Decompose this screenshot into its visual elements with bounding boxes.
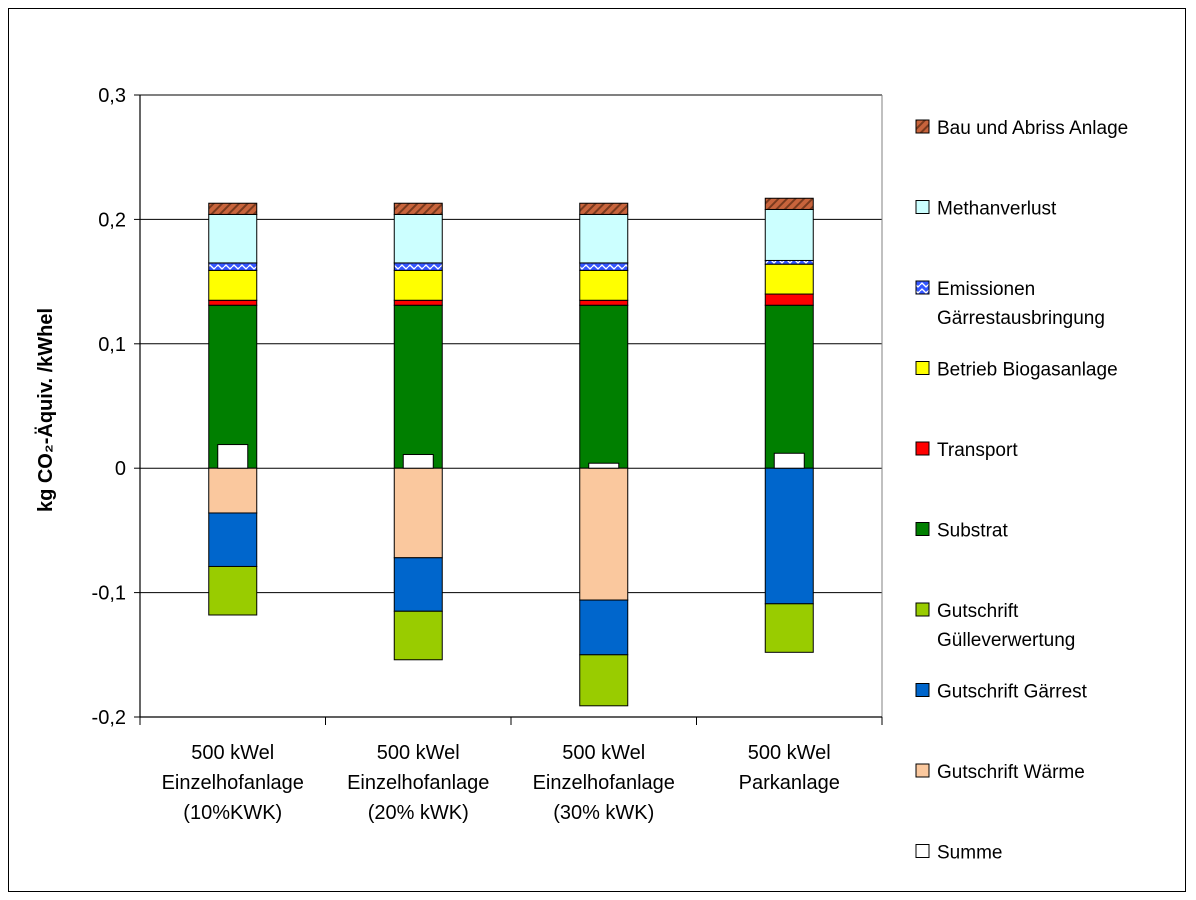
bar-segment [764,197,814,210]
bar-summe [773,452,805,469]
bar-segment [579,202,629,215]
bar-segment [393,299,443,306]
bar-segment [393,262,443,271]
bar-segment [208,213,258,264]
y-tick-label: -0,1 [92,583,126,605]
bar-segment [764,603,814,653]
bar-segment [764,263,814,295]
bar-segment [208,565,258,616]
x-category-label: Parkanlage [739,772,840,794]
bar-segment [393,269,443,301]
legend-label: Emissionen [937,279,1035,300]
legend-swatch [915,200,930,214]
bar-segment [764,467,814,605]
bar-segment [579,599,629,656]
bar-segment [764,208,814,261]
bar-segment [579,654,629,707]
legend-label: Substrat [937,521,1008,542]
legend-label: Gülleverwertung [937,630,1075,651]
legend-swatch [915,602,930,617]
legend-swatch [915,683,930,697]
bar-segment [579,262,629,271]
bar-summe [588,462,620,469]
y-tick-label: 0,3 [98,85,126,107]
bar-segment [393,610,443,661]
x-category-label: Einzelhofanlage [533,772,675,794]
legend-label: Betrieb Biogasanlage [937,360,1118,381]
legend-label: Bau und Abriss Anlage [937,118,1128,139]
legend-label: Transport [937,440,1018,461]
x-category-label: (10%KWK) [183,802,282,824]
x-category-label: 500 kWel [748,742,831,764]
x-category-label: 500 kWel [562,742,645,764]
bars-layer [208,197,814,707]
legend-label: Methanverlust [937,199,1057,220]
bar-segment [393,213,443,264]
bar-summe [402,454,434,469]
bar-segment [208,467,258,514]
x-category-label: 500 kWel [191,742,274,764]
bar-segment [764,293,814,306]
legend-label: Gutschrift Gärrest [937,682,1088,703]
y-tick-label: 0,2 [98,209,126,231]
bar-segment [393,557,443,612]
bar-segment [208,299,258,306]
legend-swatch [915,441,930,456]
legend-label: Gutschrift Wärme [937,762,1085,783]
legend-swatch [915,763,930,778]
bar-segment [579,467,629,601]
y-tick-label: -0,2 [92,707,126,729]
legend-layer: Bau und Abriss Anlage Methanverlust Emissi… [915,118,1128,864]
legend-label: Gärrestausbringung [937,308,1105,329]
bar-segment [393,202,443,215]
bar-segment [579,304,629,469]
axis-layer: -0,2 -0,1 0 0,1 0,2 0,3 500 kWel Einzelhofanlag… [92,85,883,824]
bar-segment [579,269,629,301]
bar-summe [217,444,249,469]
bar-segment [579,213,629,264]
legend-swatch [915,844,930,858]
legend-swatch [915,361,930,375]
bar-segment [208,202,258,215]
x-category-label: (20% kWK) [368,802,469,824]
x-category-label: 500 kWel [377,742,460,764]
bar-segment [208,304,258,469]
y-axis-title: kg CO₂-Äquiv. /kWhel [34,308,57,512]
legend-label: Gutschrift [937,601,1019,622]
bar-segment [764,304,814,469]
bar-segment [208,269,258,301]
y-tick-label: 0 [115,458,126,480]
bar-segment [208,512,258,567]
y-tick-label: 0,1 [98,334,126,356]
bar-segment [393,304,443,469]
legend-swatch [915,522,930,536]
x-category-label: (30% kWK) [553,802,654,824]
bar-segment [764,259,814,265]
legend-swatch [915,119,930,134]
x-category-label: Einzelhofanlage [347,772,489,794]
bar-segment [579,299,629,306]
bar-segment [393,467,443,559]
x-category-label: Einzelhofanlage [162,772,304,794]
legend-swatch [915,280,930,295]
legend-label: Summe [937,843,1002,864]
bar-segment [208,262,258,271]
